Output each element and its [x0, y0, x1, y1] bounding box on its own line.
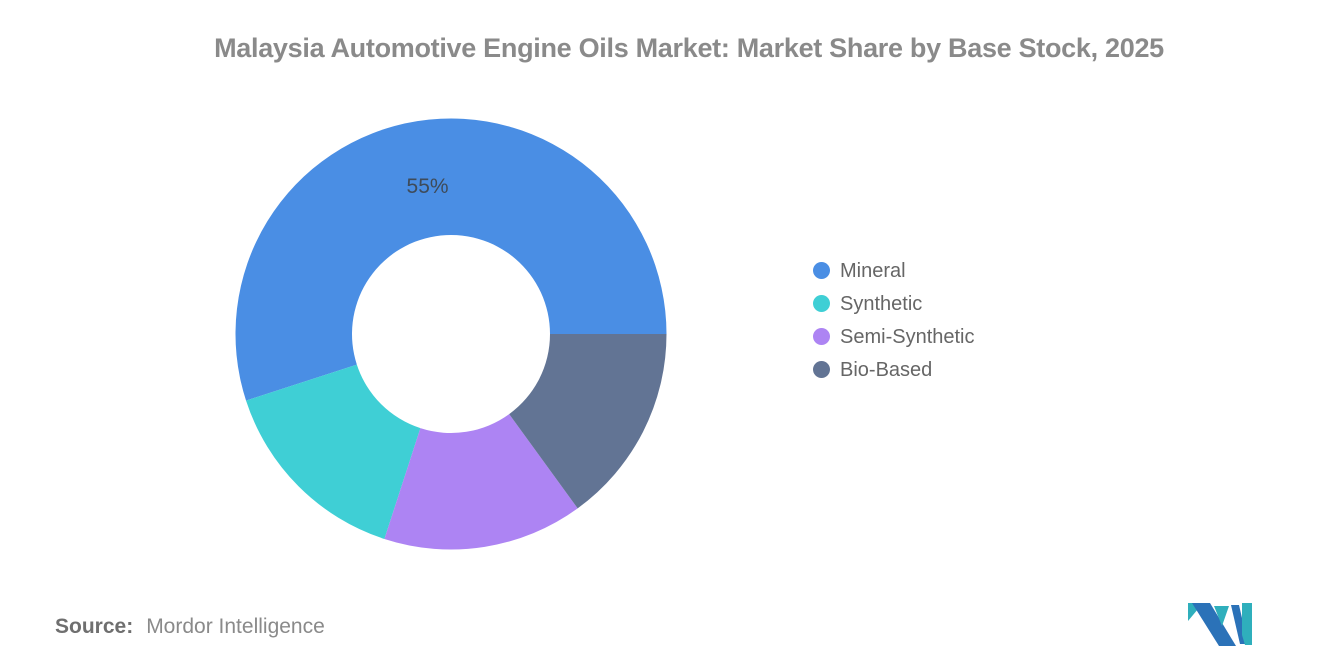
legend-marker-icon [813, 361, 830, 378]
legend-marker-icon [813, 262, 830, 279]
mordor-intelligence-logo-icon [1188, 603, 1252, 646]
donut-slice-bio-based[interactable] [509, 334, 667, 509]
chart-legend: Mineral Synthetic Semi-Synthetic Bio-Based [813, 254, 975, 386]
donut-slice-semi-synthetic[interactable] [384, 414, 578, 550]
donut-slice-mineral[interactable] [235, 118, 667, 401]
donut-slice-synthetic[interactable] [246, 364, 421, 539]
legend-item-synthetic[interactable]: Synthetic [813, 287, 975, 320]
source-name: Mordor Intelligence [146, 615, 325, 638]
legend-label: Mineral [840, 259, 906, 282]
slice-data-label-mineral: 55% [407, 175, 449, 198]
source-label: Source: [55, 615, 134, 638]
legend-label: Synthetic [840, 292, 923, 315]
source-line: Source: Mordor Intelligence [55, 615, 325, 639]
chart-title: Malaysia Automotive Engine Oils Market: … [214, 33, 1164, 63]
legend-marker-icon [813, 295, 830, 312]
legend-label: Semi-Synthetic [840, 325, 975, 348]
legend-item-bio-based[interactable]: Bio-Based [813, 353, 975, 386]
legend-item-mineral[interactable]: Mineral [813, 254, 975, 287]
legend-marker-icon [813, 328, 830, 345]
legend-label: Bio-Based [840, 358, 933, 381]
legend-item-semi-synthetic[interactable]: Semi-Synthetic [813, 320, 975, 353]
